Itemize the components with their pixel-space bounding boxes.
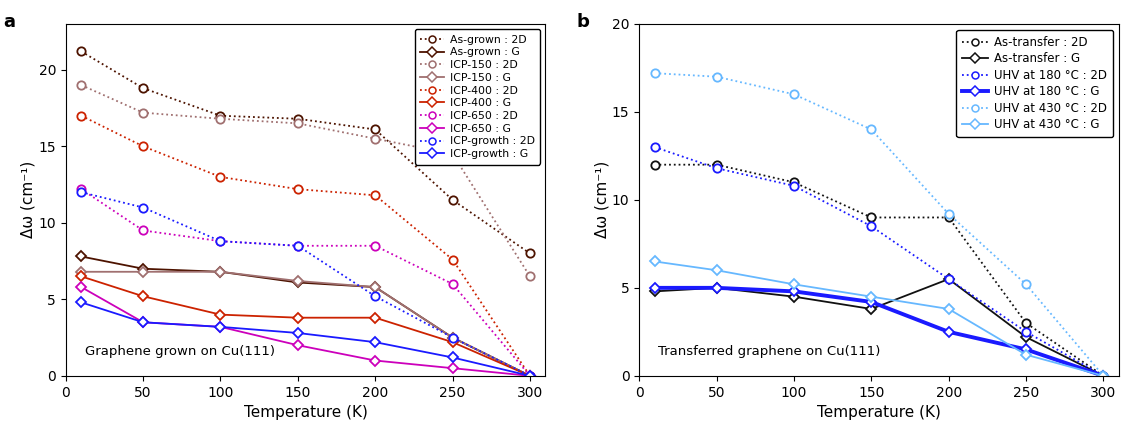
Y-axis label: Δω (cm⁻¹): Δω (cm⁻¹)	[20, 161, 35, 239]
Text: Transferred graphene on Cu(111): Transferred graphene on Cu(111)	[658, 345, 880, 358]
Legend: As-transfer : 2D, As-transfer : G, UHV at 180 °C : 2D, UHV at 180 °C : G, UHV at: As-transfer : 2D, As-transfer : G, UHV a…	[956, 30, 1113, 137]
X-axis label: Temperature (K): Temperature (K)	[817, 405, 942, 420]
Text: a: a	[3, 13, 16, 31]
Legend: As-grown : 2D, As-grown : G, ICP-150 : 2D, ICP-150 : G, ICP-400 : 2D, ICP-400 : : As-grown : 2D, As-grown : G, ICP-150 : 2…	[415, 30, 540, 164]
Text: Graphene grown on Cu(111): Graphene grown on Cu(111)	[85, 345, 275, 358]
X-axis label: Temperature (K): Temperature (K)	[244, 405, 367, 420]
Text: b: b	[577, 13, 590, 31]
Y-axis label: Δω (cm⁻¹): Δω (cm⁻¹)	[594, 161, 610, 239]
